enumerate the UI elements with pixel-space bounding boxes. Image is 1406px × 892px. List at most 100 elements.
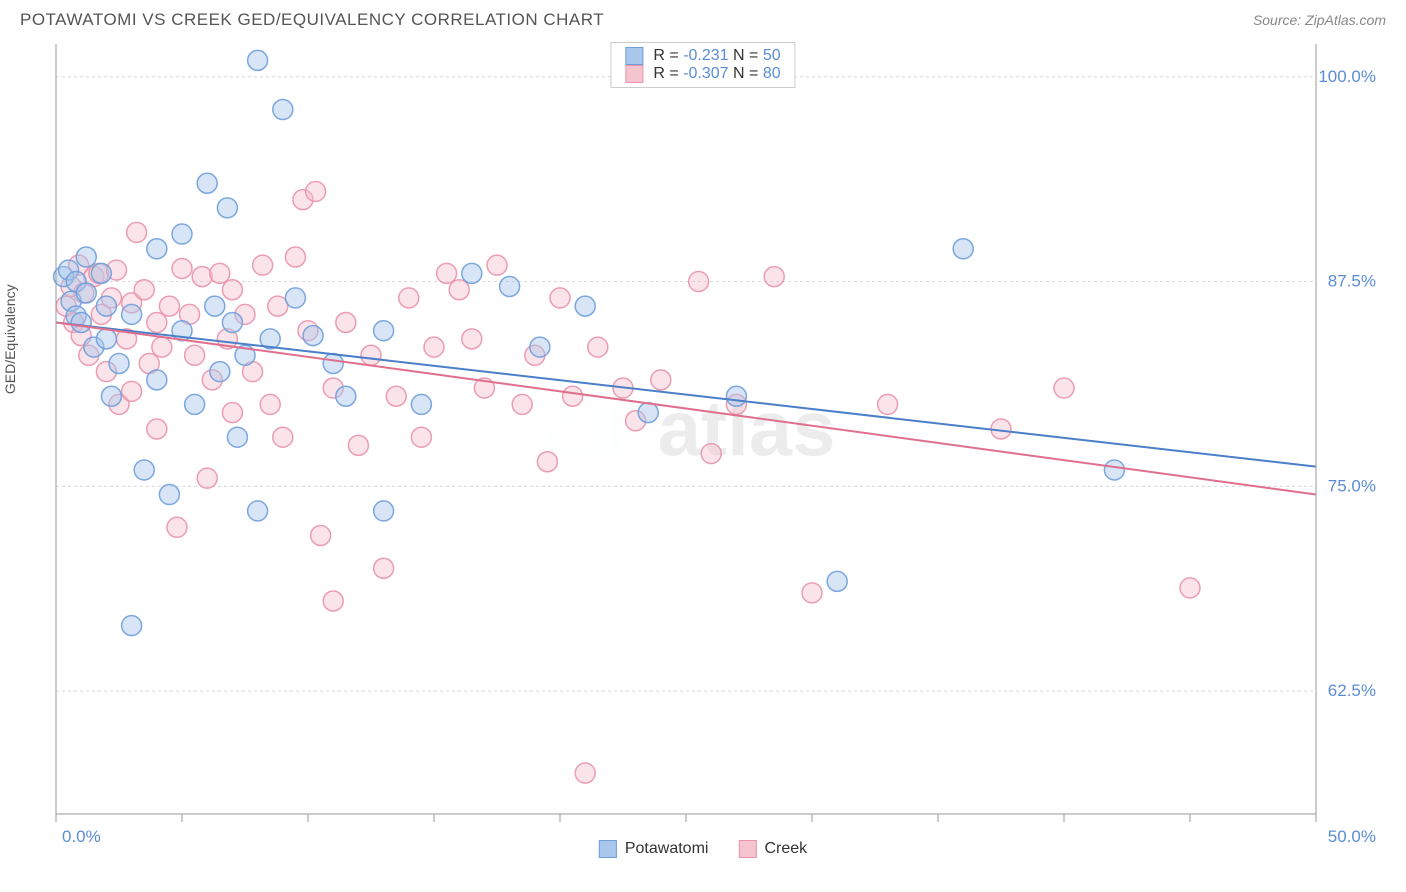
data-point (827, 571, 847, 591)
data-point (303, 326, 323, 346)
legend-swatch (625, 47, 643, 65)
data-point (449, 280, 469, 300)
data-point (122, 616, 142, 636)
data-point (311, 525, 331, 545)
data-point (147, 370, 167, 390)
data-point (96, 296, 116, 316)
data-point (1054, 378, 1074, 398)
data-point (248, 501, 268, 521)
data-point (1180, 578, 1200, 598)
scatter-plot: 62.5%75.0%87.5%100.0%ZIPatlas0.0%50.0% (10, 34, 1396, 864)
legend-swatch (599, 840, 617, 858)
data-point (91, 263, 111, 283)
series-legend: Potawatomi Creek (599, 840, 807, 858)
data-point (167, 517, 187, 537)
y-axis-label: GED/Equivalency (2, 284, 18, 394)
data-point (512, 394, 532, 414)
data-point (185, 394, 205, 414)
data-point (487, 255, 507, 275)
data-point (689, 272, 709, 292)
data-point (462, 263, 482, 283)
data-point (109, 353, 129, 373)
data-point (134, 280, 154, 300)
data-point (222, 313, 242, 333)
data-point (96, 329, 116, 349)
svg-text:75.0%: 75.0% (1328, 476, 1376, 495)
legend-item: Creek (738, 840, 807, 858)
legend-swatch (738, 840, 756, 858)
data-point (374, 501, 394, 521)
data-point (222, 403, 242, 423)
data-point (386, 386, 406, 406)
data-point (462, 329, 482, 349)
data-point (306, 181, 326, 201)
data-point (500, 276, 520, 296)
data-point (575, 763, 595, 783)
data-point (127, 222, 147, 242)
header: POTAWATOMI VS CREEK GED/EQUIVALENCY CORR… (10, 10, 1396, 34)
data-point (172, 224, 192, 244)
data-point (802, 583, 822, 603)
legend-label: Creek (764, 840, 807, 858)
data-point (537, 452, 557, 472)
data-point (437, 263, 457, 283)
data-point (575, 296, 595, 316)
data-point (638, 403, 658, 423)
data-point (411, 394, 431, 414)
data-point (285, 247, 305, 267)
data-point (348, 435, 368, 455)
data-point (563, 386, 583, 406)
data-point (76, 283, 96, 303)
data-point (336, 313, 356, 333)
data-point (134, 460, 154, 480)
data-point (205, 296, 225, 316)
legend-label: Potawatomi (625, 840, 709, 858)
data-point (210, 263, 230, 283)
data-point (122, 381, 142, 401)
source-label: Source: ZipAtlas.com (1253, 12, 1386, 28)
legend-item: Potawatomi (599, 840, 709, 858)
svg-text:87.5%: 87.5% (1328, 272, 1376, 291)
data-point (253, 255, 273, 275)
data-point (222, 280, 242, 300)
data-point (424, 337, 444, 357)
correlation-legend: R = -0.231 N = 50R = -0.307 N = 80 (610, 42, 795, 88)
data-point (159, 485, 179, 505)
data-point (197, 468, 217, 488)
legend-row: R = -0.231 N = 50 (625, 47, 780, 65)
data-point (726, 386, 746, 406)
data-point (248, 50, 268, 70)
data-point (953, 239, 973, 259)
data-point (210, 362, 230, 382)
chart-container: GED/Equivalency 62.5%75.0%87.5%100.0%ZIP… (10, 34, 1396, 864)
data-point (361, 345, 381, 365)
data-point (651, 370, 671, 390)
legend-swatch (625, 65, 643, 83)
data-point (374, 321, 394, 341)
data-point (323, 591, 343, 611)
svg-text:62.5%: 62.5% (1328, 681, 1376, 700)
data-point (147, 313, 167, 333)
data-point (550, 288, 570, 308)
data-point (185, 345, 205, 365)
data-point (227, 427, 247, 447)
data-point (122, 304, 142, 324)
data-point (172, 258, 192, 278)
data-point (323, 353, 343, 373)
data-point (336, 386, 356, 406)
legend-stats: R = -0.231 N = 50 (653, 47, 780, 65)
data-point (147, 419, 167, 439)
data-point (217, 198, 237, 218)
svg-text:0.0%: 0.0% (62, 827, 101, 846)
legend-row: R = -0.307 N = 80 (625, 65, 780, 83)
data-point (76, 247, 96, 267)
data-point (159, 296, 179, 316)
legend-stats: R = -0.307 N = 80 (653, 65, 780, 83)
chart-title: POTAWATOMI VS CREEK GED/EQUIVALENCY CORR… (20, 10, 604, 30)
svg-text:50.0%: 50.0% (1328, 827, 1376, 846)
data-point (197, 173, 217, 193)
data-point (399, 288, 419, 308)
data-point (530, 337, 550, 357)
data-point (285, 288, 305, 308)
svg-text:100.0%: 100.0% (1318, 67, 1376, 86)
